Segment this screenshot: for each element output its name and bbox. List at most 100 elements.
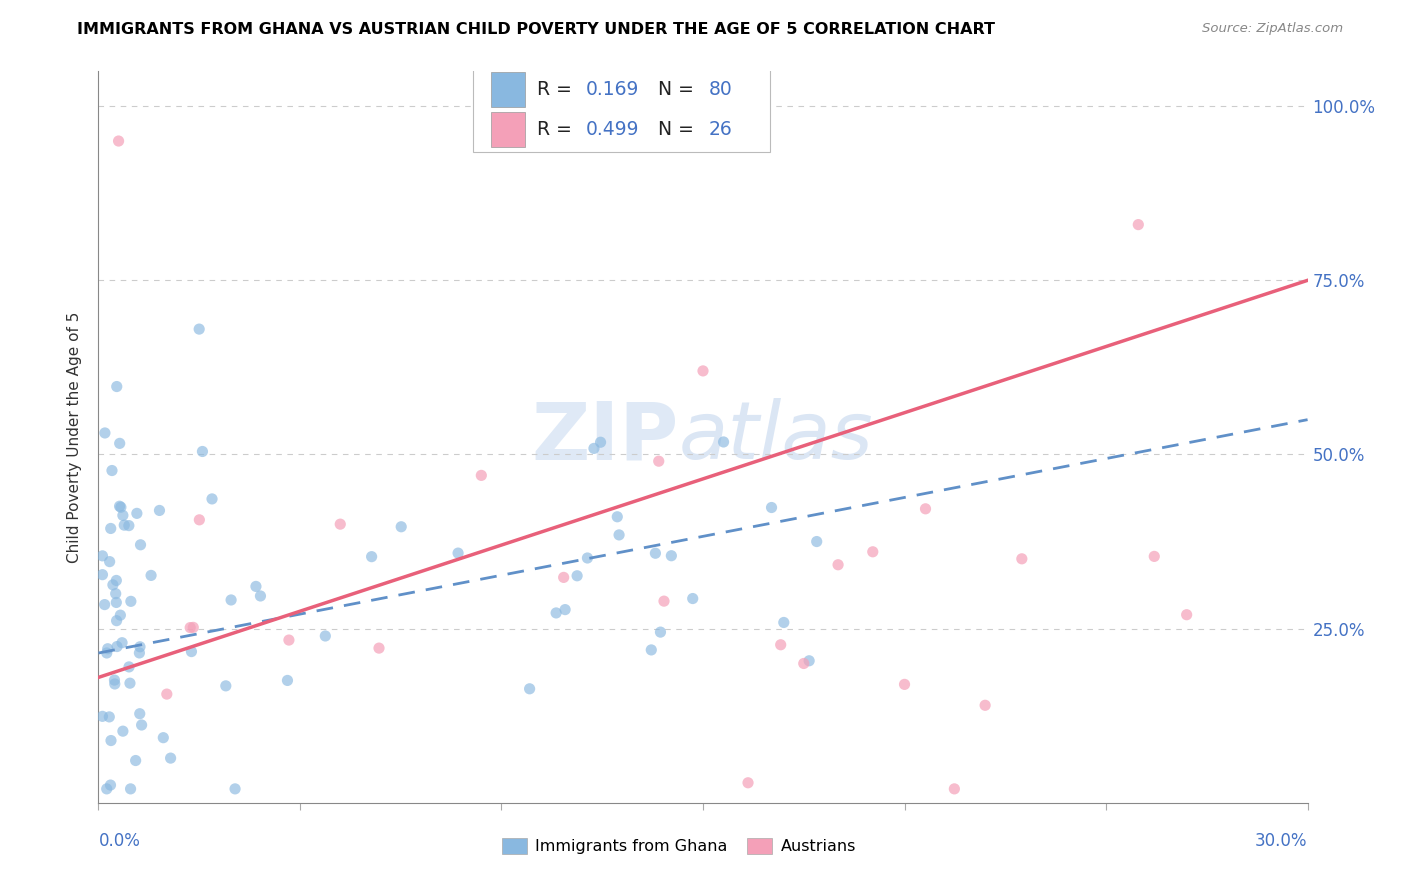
Point [914,501,936,516]
Text: 80: 80 [709,79,733,99]
Point [191,444,214,458]
Text: 26: 26 [709,120,733,139]
Point [607,528,630,542]
Point [111,508,134,523]
Point [793,657,815,671]
Point [107,134,129,148]
Point [156,687,179,701]
Point [368,641,391,656]
Point [131,718,153,732]
Point [105,640,128,654]
Point [111,636,134,650]
Point [179,621,201,635]
Point [652,594,675,608]
Point [772,615,794,630]
Point [108,500,131,514]
Point [769,638,792,652]
Point [329,517,352,532]
Point [129,640,152,654]
Point [713,434,735,449]
Text: 0.499: 0.499 [586,120,640,139]
Y-axis label: Child Poverty Under the Age of 5: Child Poverty Under the Age of 5 [67,311,83,563]
Point [1128,218,1150,232]
Point [112,518,135,533]
Point [648,454,671,468]
Point [100,778,122,792]
Point [118,660,141,674]
Point [314,629,336,643]
Point [108,436,131,450]
Point [201,491,224,506]
FancyBboxPatch shape [492,112,526,147]
Point [827,558,849,572]
Point [389,520,412,534]
Point [105,379,128,393]
Point [110,500,132,515]
Text: N =: N = [647,120,700,139]
Text: atlas: atlas [679,398,873,476]
Text: N =: N = [647,79,700,99]
Point [128,646,150,660]
Point [943,781,966,796]
Point [180,644,202,658]
Point [565,568,588,582]
Point [546,606,568,620]
Point [553,570,575,584]
Point [91,709,114,723]
Point [97,641,120,656]
Point [249,589,271,603]
Point [152,731,174,745]
Point [806,534,828,549]
Point [105,614,128,628]
Point [215,679,238,693]
Point [862,545,884,559]
Point [110,608,132,623]
Point [589,435,612,450]
Point [159,751,181,765]
Text: R =: R = [537,120,578,139]
Point [470,468,492,483]
Point [659,549,682,563]
Point [98,555,121,569]
Point [96,646,118,660]
Text: 0.0%: 0.0% [98,832,141,850]
Point [219,593,242,607]
Point [105,595,128,609]
Point [1175,607,1198,622]
Point [650,625,672,640]
Point [96,781,118,796]
Point [682,591,704,606]
Point [640,643,662,657]
Point [100,521,122,535]
Point [245,579,267,593]
Point [104,677,127,691]
Point [100,733,122,747]
Point [737,776,759,790]
Point [519,681,541,696]
Point [224,781,246,796]
Point [111,724,134,739]
Point [93,598,115,612]
Point [120,781,142,796]
Point [101,578,124,592]
Text: Source: ZipAtlas.com: Source: ZipAtlas.com [1202,22,1343,36]
Point [188,513,211,527]
Point [139,568,162,582]
Point [576,551,599,566]
Point [181,620,204,634]
Point [1143,549,1166,564]
Point [797,654,820,668]
Point [188,322,211,336]
Point [761,500,783,515]
Point [974,698,997,713]
Text: 30.0%: 30.0% [1256,832,1308,850]
FancyBboxPatch shape [474,61,769,152]
FancyBboxPatch shape [492,71,526,107]
Text: R =: R = [537,79,578,99]
Point [606,509,628,524]
Text: ZIP: ZIP [531,398,679,476]
Point [277,633,299,648]
Point [554,602,576,616]
Point [103,673,125,687]
Point [91,549,114,563]
